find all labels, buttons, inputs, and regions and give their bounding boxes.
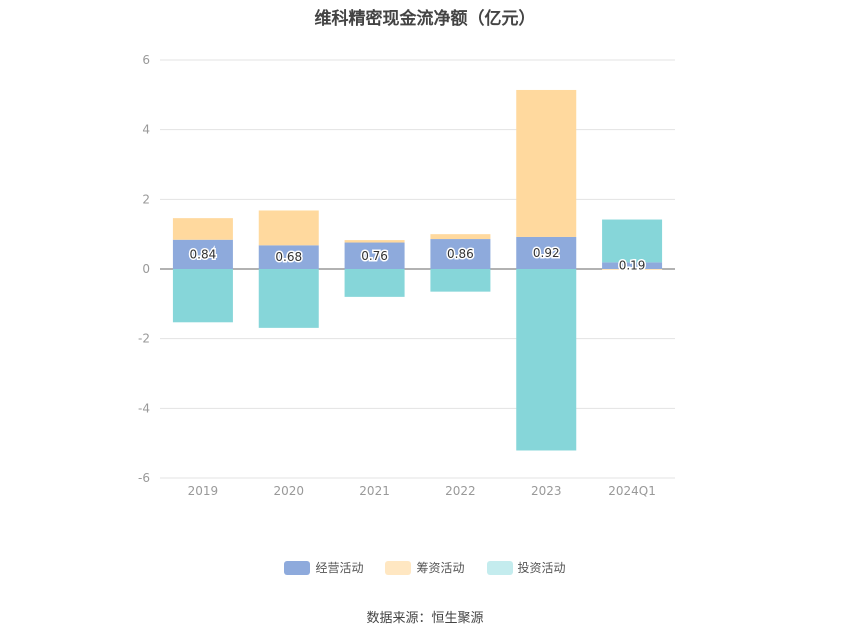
- legend-swatch-investing: [486, 560, 513, 575]
- bar-investing-2019: [172, 269, 233, 323]
- bar-investing-2020: [258, 269, 319, 328]
- bar-operating-2024Q1: [602, 262, 663, 269]
- bar-investing-2021: [344, 269, 405, 297]
- x-tick-label: 2020: [273, 484, 304, 498]
- y-tick-label: 6: [142, 53, 150, 67]
- legend-label-financing: 筹资活动: [416, 561, 465, 575]
- chart-plot: 6 4 2 0 -2 -4 -6 2019 2020 2021 2022 2023 2024Q1 0.84…: [138, 53, 675, 498]
- y-tick-label: 2: [142, 192, 150, 206]
- x-tick-label: 2024Q1: [608, 484, 656, 498]
- bar-operating-2021: [344, 242, 405, 269]
- bar-financing-2024Q1: [602, 269, 663, 270]
- data-label: 0.76: [361, 249, 388, 263]
- x-tick-label: 2021: [359, 484, 390, 498]
- legend-item-operating[interactable]: 经营活动: [284, 559, 363, 576]
- bar-financing-2022: [430, 234, 491, 240]
- bar-investing-2024Q1: [602, 219, 663, 263]
- bar-financing-2021: [344, 240, 405, 243]
- bar-investing-2023: [516, 269, 577, 451]
- data-label: 0.68: [275, 250, 302, 264]
- bar-investing-2022: [430, 269, 491, 292]
- bar-operating-2023: [516, 236, 577, 269]
- data-source: 数据来源：恒生聚源: [366, 611, 484, 626]
- data-label: 0.86: [447, 247, 474, 261]
- x-tick-label: 2023: [531, 484, 562, 498]
- y-tick-label: -4: [138, 401, 150, 415]
- legend-item-financing[interactable]: 筹资活动: [385, 559, 465, 576]
- data-label: 0.84: [190, 247, 217, 261]
- legend-item-investing[interactable]: 投资活动: [486, 559, 566, 576]
- y-tick-label: -6: [138, 471, 150, 485]
- chart-title: 维科精密现金流净额（亿元）: [314, 9, 536, 29]
- y-tick-label: -2: [138, 332, 150, 346]
- y-tick-label: 4: [142, 123, 150, 137]
- x-tick-label: 2019: [188, 484, 219, 498]
- bar-operating-2022: [430, 239, 491, 269]
- data-label: 0.92: [533, 246, 560, 260]
- bar-operating-2019: [172, 239, 233, 269]
- data-label: 0.19: [619, 259, 646, 273]
- y-tick-label: 0: [142, 262, 150, 276]
- x-tick-label: 2022: [445, 484, 476, 498]
- legend-swatch-operating: [284, 560, 311, 575]
- bar-operating-2020: [258, 245, 319, 269]
- bar-financing-2023: [516, 89, 577, 237]
- chart-legend: 经营活动 筹资活动 投资活动: [0, 559, 850, 576]
- bar-financing-2020: [258, 210, 319, 246]
- bar-financing-2019: [172, 218, 233, 240]
- legend-label-operating: 经营活动: [315, 561, 364, 575]
- legend-swatch-financing: [385, 560, 412, 575]
- legend-label-investing: 投资活动: [517, 561, 566, 575]
